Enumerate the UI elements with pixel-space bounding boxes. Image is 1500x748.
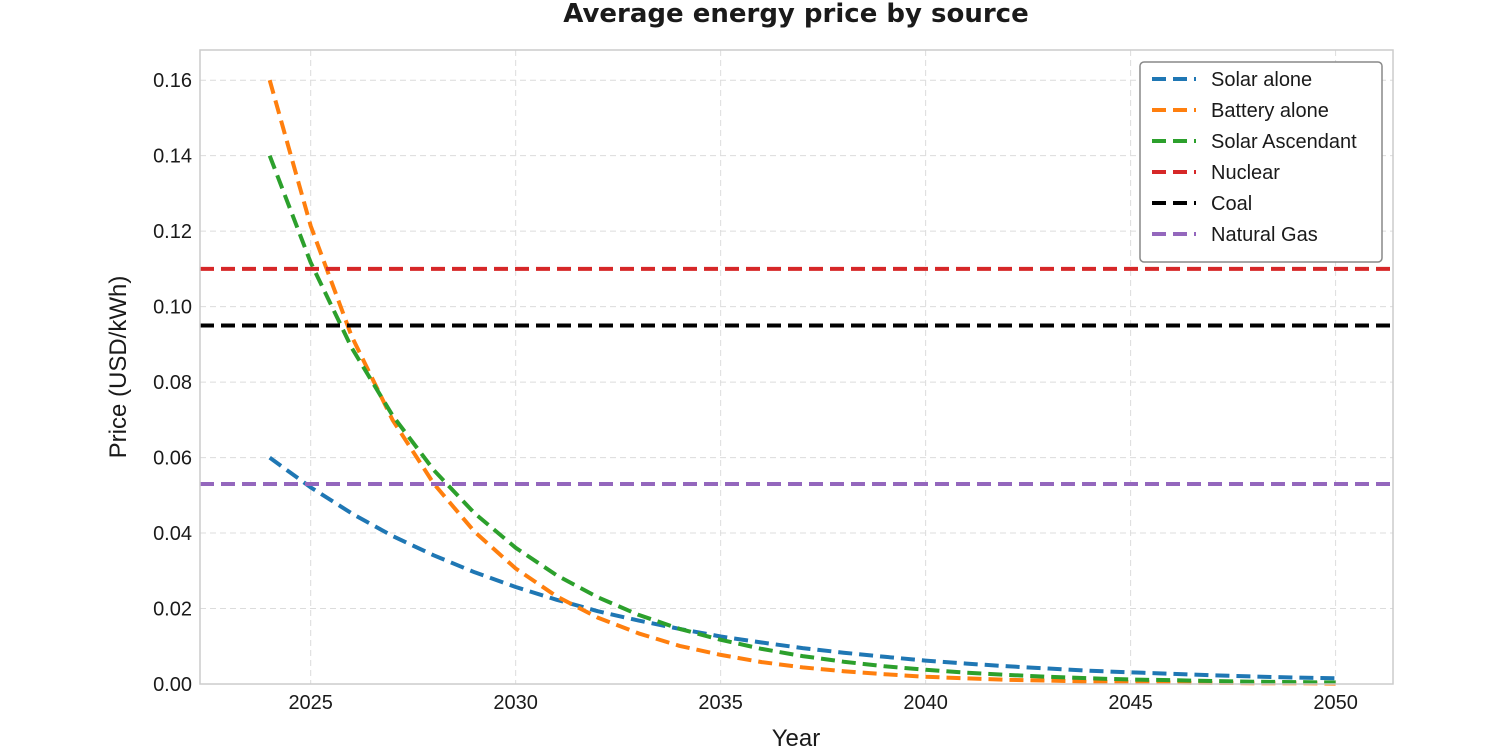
legend-label-battery-alone: Battery alone: [1211, 100, 1329, 122]
legend-box: [1139, 61, 1383, 263]
x-tick-label: 2045: [1108, 692, 1153, 714]
legend-label-nuclear: Nuclear: [1211, 162, 1280, 184]
plot-area-frame: [199, 49, 1394, 685]
x-tick-label: 2040: [903, 692, 948, 714]
chart-title: Average energy price by source: [563, 0, 1028, 29]
series-line-battery-alone: [267, 79, 1336, 686]
legend-label-solar-alone: Solar alone: [1211, 69, 1312, 91]
y-tick-label: 0.10: [153, 297, 192, 319]
y-axis-label: Price (USD/kWh): [105, 276, 132, 459]
x-tick-label: 2025: [288, 692, 333, 714]
x-tick-label: 2035: [698, 692, 743, 714]
y-tick-labels: 0.00 0.02 0.04 0.06 0.08 0.10 0.12 0.14 0.16: [153, 70, 192, 696]
series-lines: [200, 79, 1393, 686]
y-tick-label: 0.00: [153, 674, 192, 696]
x-tick-label: 2050: [1313, 692, 1358, 714]
x-axis-label: Year: [772, 725, 821, 748]
legend: Solar alone Battery alone Solar Ascendant N…: [1139, 61, 1383, 263]
y-tick-label: 0.12: [153, 221, 192, 243]
y-tick-label: 0.04: [153, 523, 192, 545]
legend-label-coal: Coal: [1211, 193, 1252, 215]
y-tick-label: 0.16: [153, 70, 192, 92]
legend-label-solar-ascendant: Solar Ascendant: [1211, 131, 1357, 153]
x-tick-labels: 2025 2030 2035 2040 2045 2050: [288, 692, 1357, 714]
x-tick-label: 2030: [493, 692, 538, 714]
y-tick-label: 0.02: [153, 599, 192, 621]
series-line-solar-ascendant: [267, 154, 1336, 685]
y-tick-label: 0.06: [153, 448, 192, 470]
y-tick-label: 0.14: [153, 146, 192, 168]
y-tick-label: 0.08: [153, 372, 192, 394]
legend-label-natural-gas: Natural Gas: [1211, 224, 1318, 246]
series-line-solar-alone: [268, 455, 1336, 681]
